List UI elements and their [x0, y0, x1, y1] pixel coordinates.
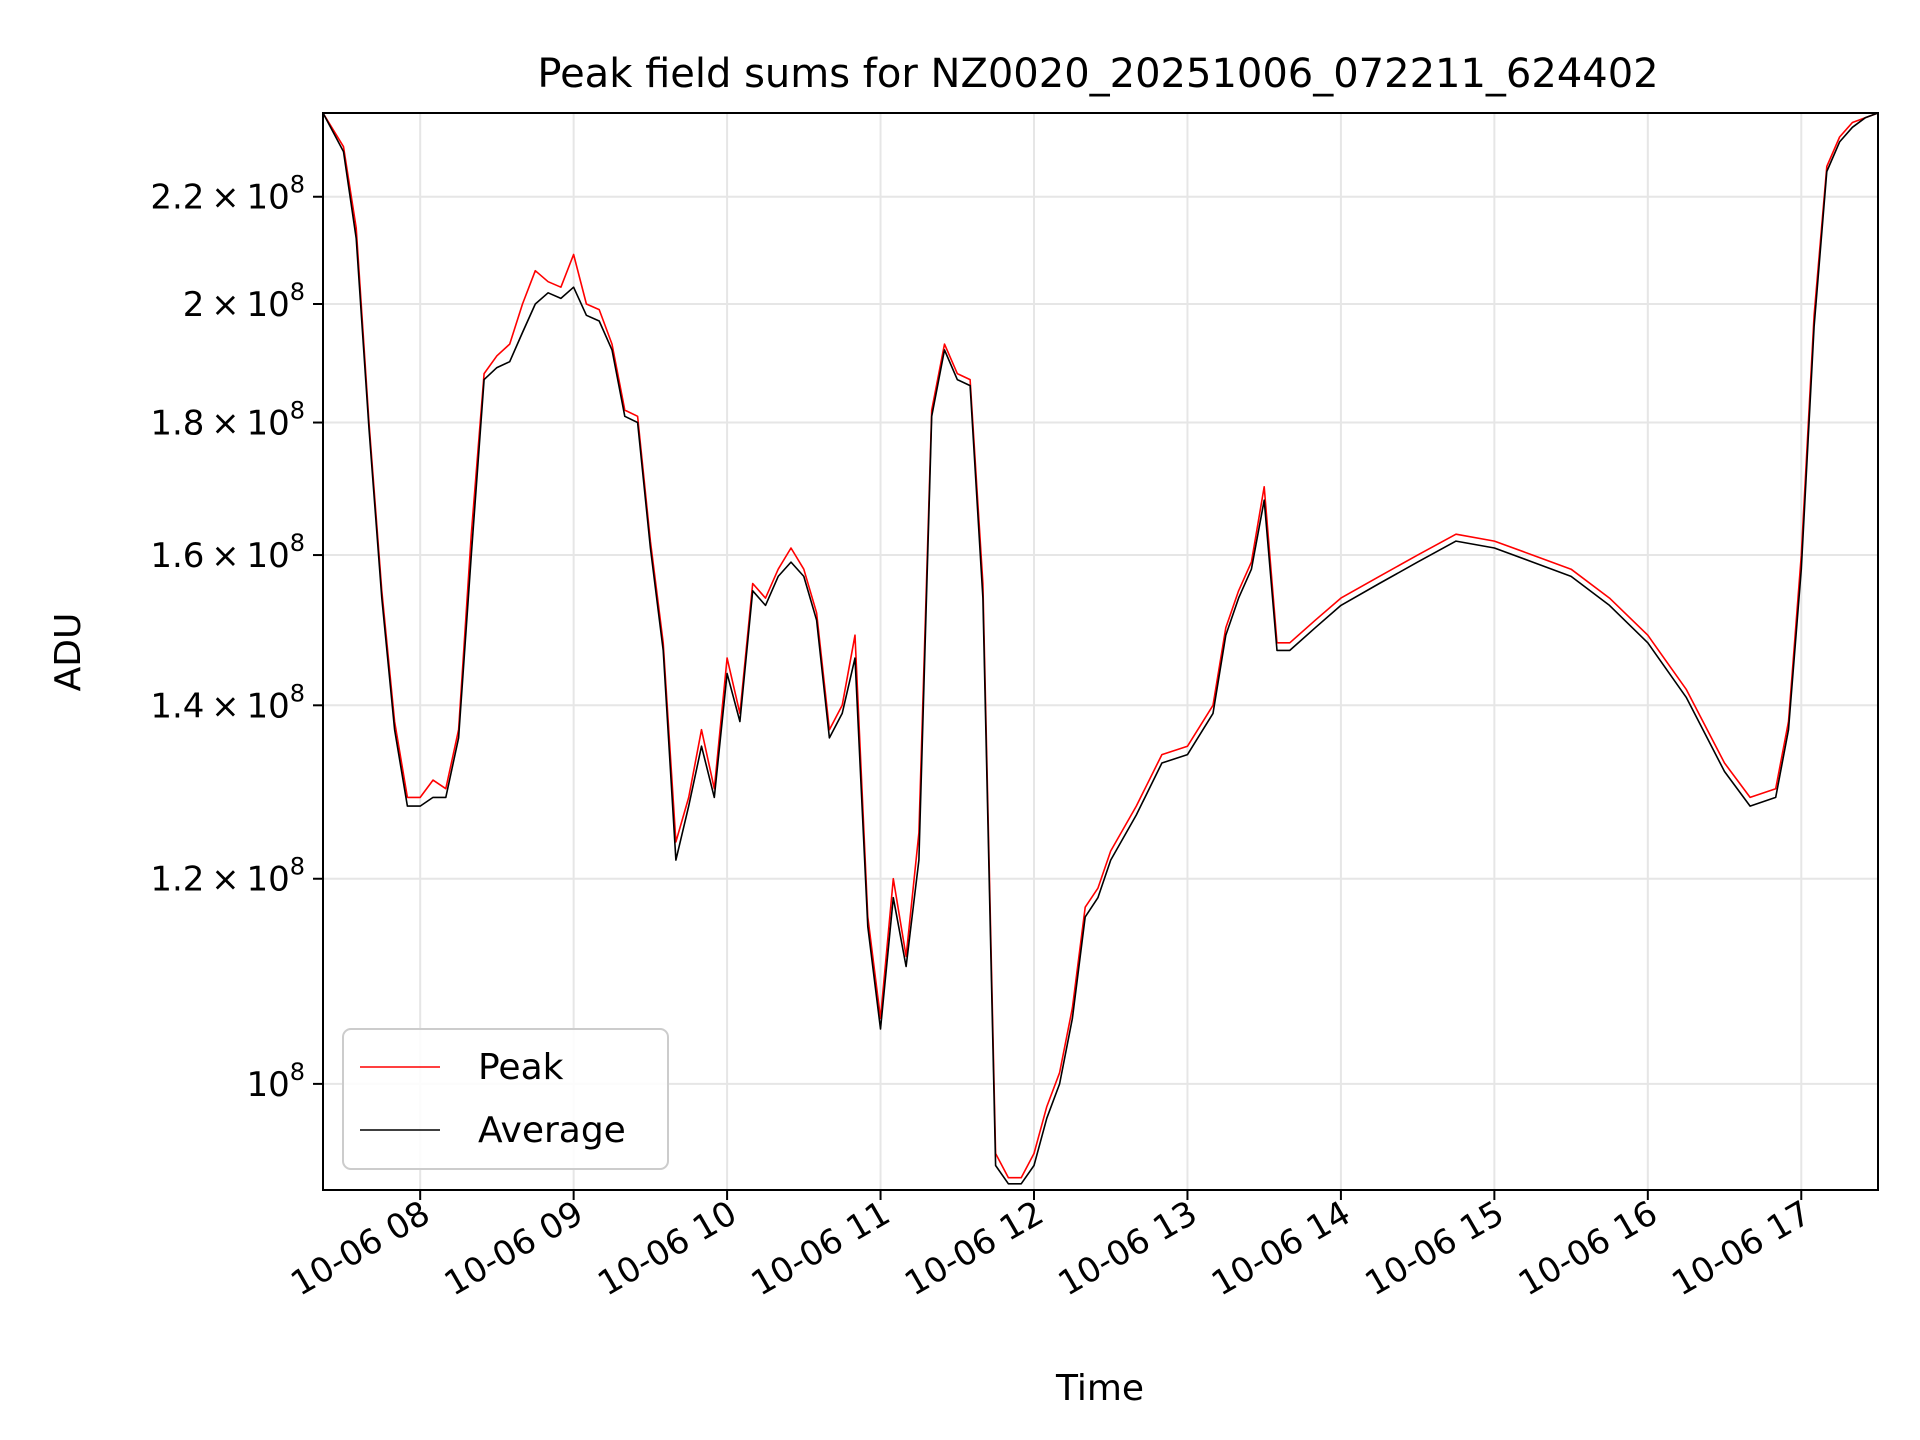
- y-tick-label: 1.4 × 108: [150, 679, 305, 726]
- chart-title: Peak field sums for NZ0020_20251006_0722…: [537, 51, 1658, 97]
- x-axis-label: Time: [1055, 1368, 1144, 1409]
- y-tick-label: 1.6 × 108: [150, 529, 305, 576]
- series-line-average: [322, 112, 1879, 1185]
- legend-box: [342, 1028, 669, 1170]
- legend-label-peak: Peak: [478, 1047, 564, 1088]
- plot-frame: [322, 112, 1879, 1191]
- grid: [323, 113, 1878, 1190]
- y-tick-label: 2 × 108: [183, 278, 305, 325]
- y-tick-label: 1.8 × 108: [150, 397, 305, 444]
- legend: Peak Average: [342, 1028, 669, 1170]
- y-axis-label: ADU: [48, 613, 89, 692]
- y-tick-label: 2.2 × 108: [150, 171, 305, 218]
- series-layer: [322, 112, 1879, 1185]
- y-ticks: 108 1.2 × 108 1.4 × 108 1.6 × 108 1.8 × 108 2…: [150, 171, 323, 1105]
- y-tick-label: 108: [246, 1058, 305, 1105]
- y-tick-label: 1.2 × 108: [150, 853, 305, 900]
- legend-label-average: Average: [478, 1110, 626, 1151]
